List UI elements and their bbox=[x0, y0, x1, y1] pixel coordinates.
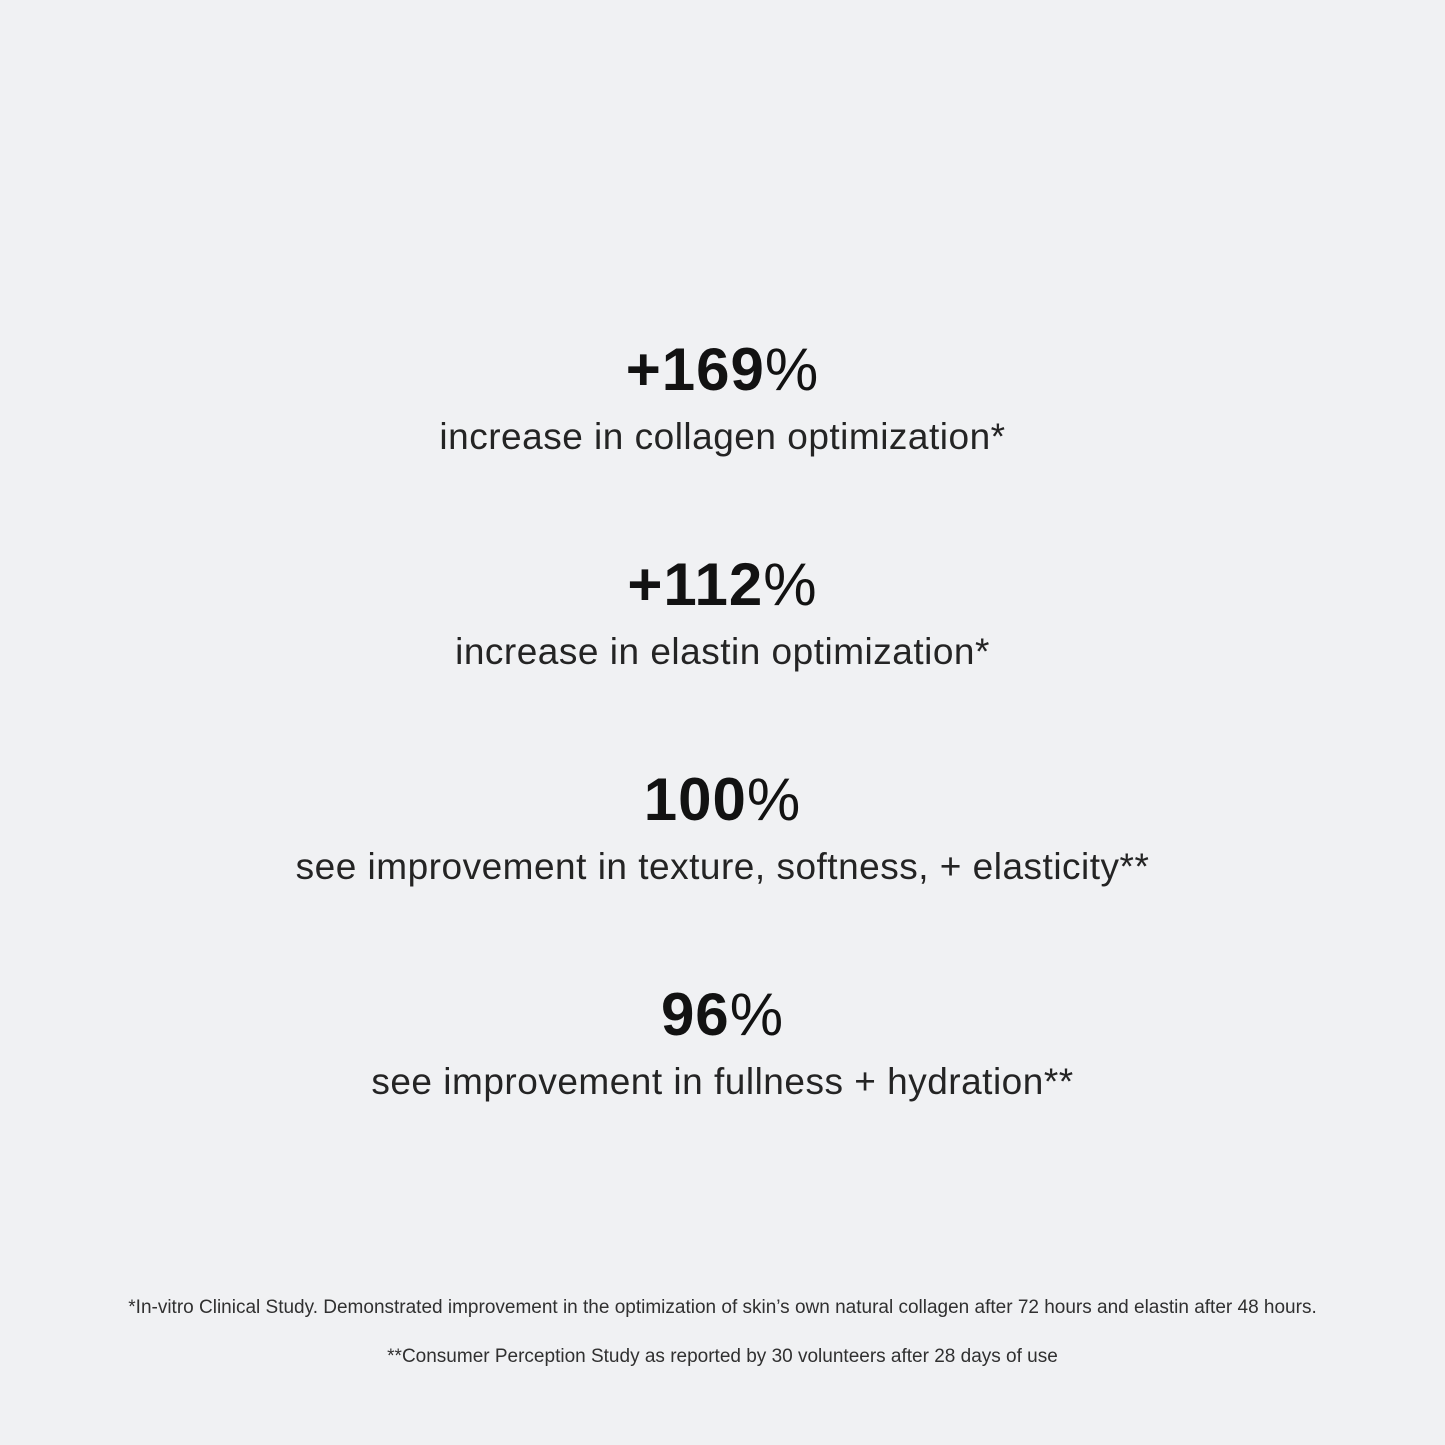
stats-list: +169% increase in collagen optimization*… bbox=[0, 340, 1445, 1102]
footnotes: *In-vitro Clinical Study. Demonstrated i… bbox=[0, 1298, 1445, 1366]
footnote-perception-study: **Consumer Perception Study as reported … bbox=[387, 1346, 1058, 1367]
percent-sign: % bbox=[746, 766, 802, 833]
percent-sign: % bbox=[729, 981, 785, 1048]
percent-sign: % bbox=[764, 336, 820, 403]
stat-number: +112 bbox=[627, 551, 764, 618]
stat-label: increase in collagen optimization* bbox=[439, 416, 1006, 457]
stat-elastin: +112% increase in elastin optimization* bbox=[0, 555, 1445, 672]
footnote-clinical-study: *In-vitro Clinical Study. Demonstrated i… bbox=[128, 1297, 1317, 1318]
stat-texture: 100% see improvement in texture, softnes… bbox=[0, 770, 1445, 887]
stat-label: see improvement in texture, softness, + … bbox=[295, 846, 1150, 887]
stat-value: 100% bbox=[0, 770, 1445, 830]
stat-label: increase in elastin optimization* bbox=[455, 631, 990, 672]
stat-number: 100 bbox=[643, 766, 747, 833]
stat-value: +169% bbox=[0, 340, 1445, 400]
stat-label: see improvement in fullness + hydration*… bbox=[371, 1061, 1074, 1102]
percent-sign: % bbox=[763, 551, 818, 618]
stat-fullness: 96% see improvement in fullness + hydrat… bbox=[0, 985, 1445, 1102]
stat-number: +169 bbox=[625, 336, 765, 403]
stat-value: +112% bbox=[0, 555, 1445, 615]
stat-number: 96 bbox=[660, 981, 730, 1048]
stat-collagen: +169% increase in collagen optimization* bbox=[0, 340, 1445, 457]
stat-value: 96% bbox=[0, 985, 1445, 1045]
